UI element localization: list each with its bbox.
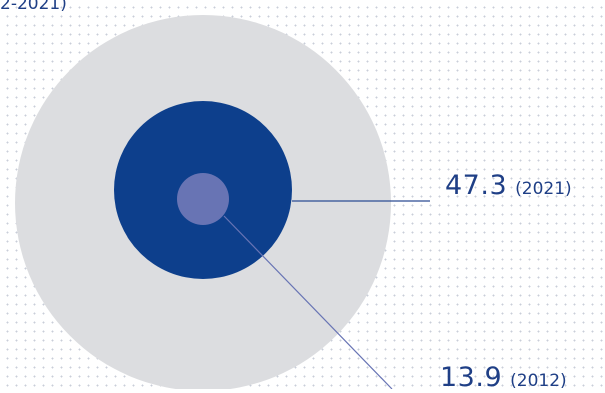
- inner-circle-2012: [177, 173, 229, 225]
- year-label-2021: (2021): [515, 179, 572, 199]
- year-label-2012: (2012): [510, 371, 567, 391]
- value-label-2012: 13.9: [440, 362, 503, 393]
- callout-2012: 13.9 (2012): [440, 362, 567, 393]
- leader-line-2012: [223, 215, 393, 389]
- value-label-2021: 47.3: [445, 170, 508, 201]
- chart-title-fragment: 2-2021): [0, 0, 67, 14]
- callout-2021: 47.3 (2021): [445, 170, 572, 201]
